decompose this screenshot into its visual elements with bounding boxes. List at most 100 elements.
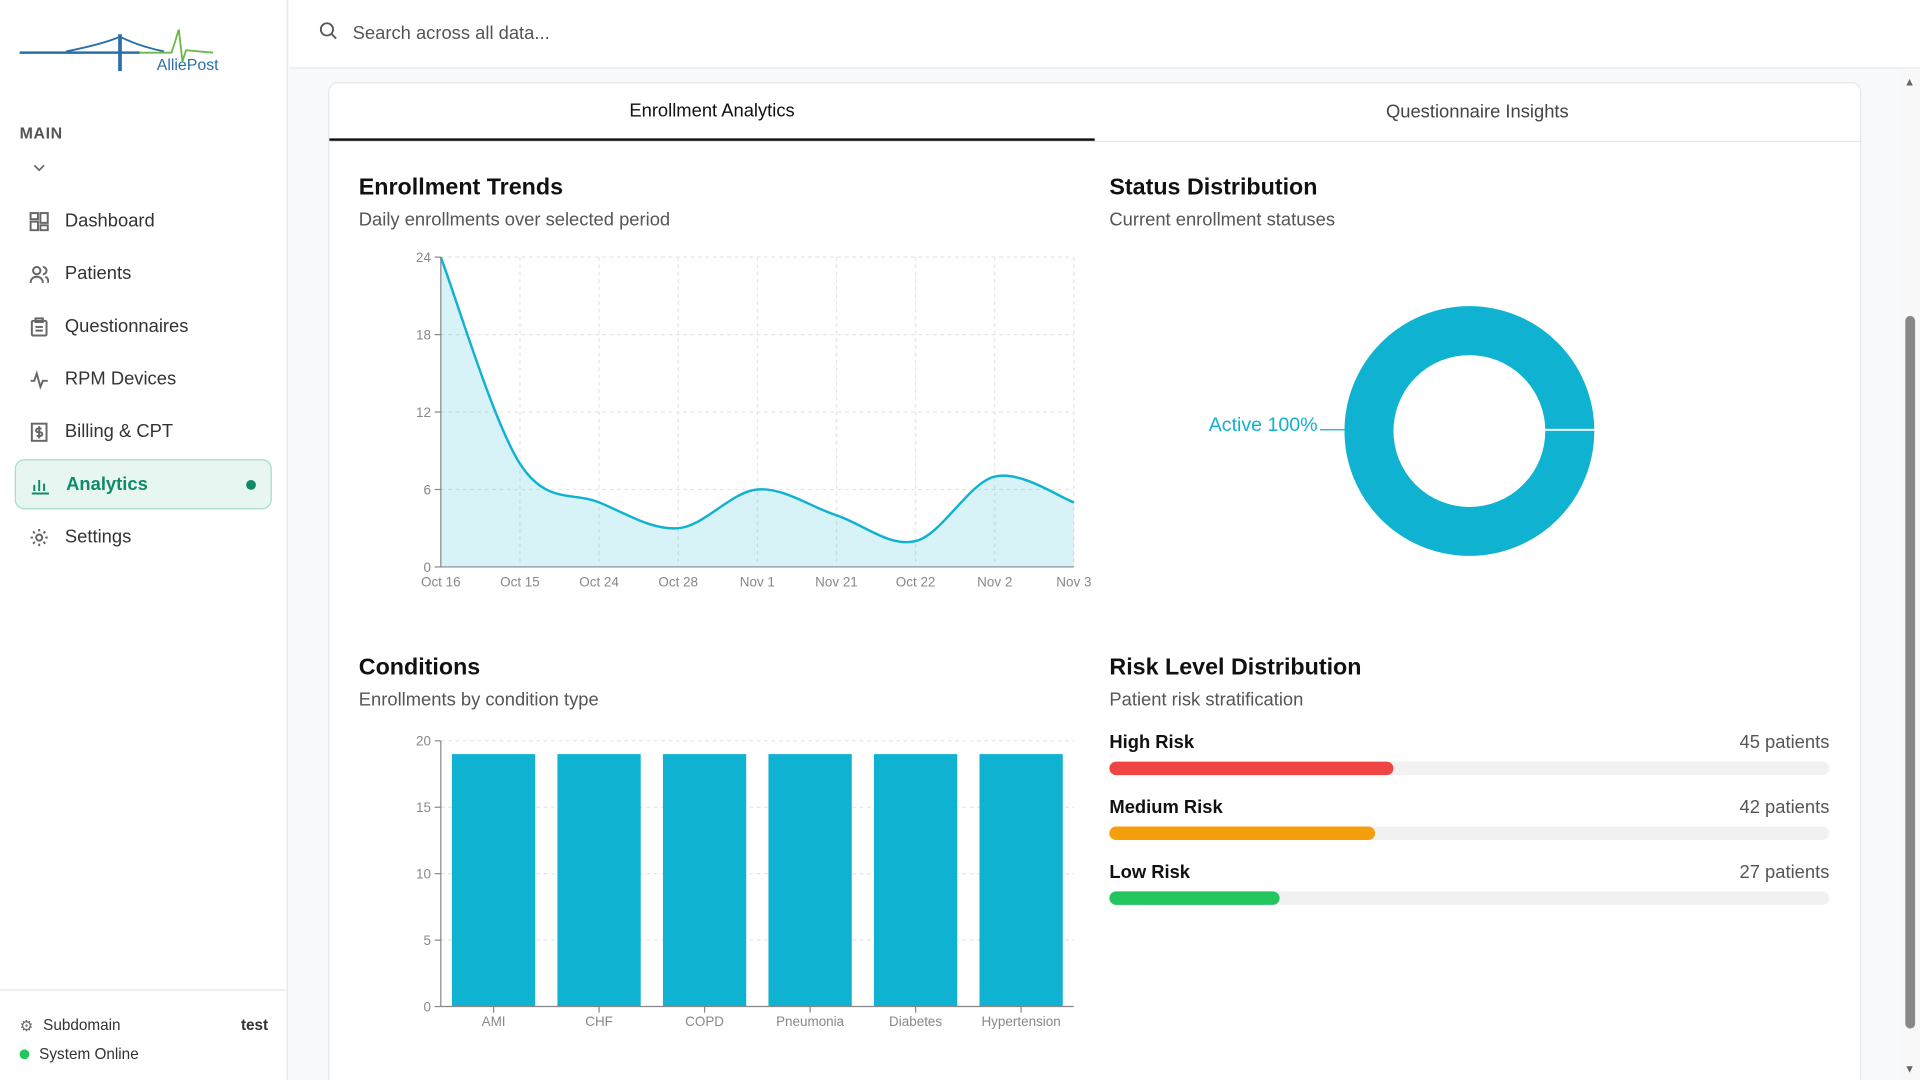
risk-bar-fill bbox=[1109, 826, 1375, 841]
subdomain-value: test bbox=[240, 1016, 269, 1034]
sidebar-item-label: Settings bbox=[64, 526, 132, 548]
sidebar-item-rpm-devices[interactable]: RPM Devices bbox=[15, 354, 272, 404]
bar-chf bbox=[557, 754, 641, 1007]
panel-title: Conditions bbox=[358, 655, 481, 681]
sidebar-item-label: Questionnaires bbox=[64, 315, 189, 337]
bar-hypertension bbox=[979, 754, 1063, 1007]
x-tick-label: Oct 28 bbox=[658, 575, 698, 590]
sidebar-item-questionnaires[interactable]: Questionnaires bbox=[15, 301, 272, 351]
sidebar-item-label: Billing & CPT bbox=[64, 421, 174, 443]
y-tick-label: 5 bbox=[424, 933, 431, 948]
clipboard-icon bbox=[30, 316, 48, 336]
bar-diabetes bbox=[873, 754, 958, 1007]
y-tick-label: 24 bbox=[416, 250, 431, 265]
system-status: System Online bbox=[39, 1045, 139, 1063]
risk-bar-fill bbox=[1109, 761, 1394, 776]
scrollbar[interactable]: ▲ ▼ bbox=[1900, 68, 1920, 1080]
series-line bbox=[439, 256, 1075, 544]
gear-icon: ⚙ bbox=[19, 1016, 34, 1035]
gear-icon bbox=[30, 528, 48, 546]
x-tick-label: Nov 1 bbox=[740, 575, 775, 590]
sidebar-item-settings[interactable]: Settings bbox=[15, 512, 272, 562]
panel-title: Enrollment Trends bbox=[358, 175, 564, 201]
bar-pneumonia bbox=[768, 754, 852, 1007]
search-input[interactable] bbox=[352, 23, 965, 45]
logo-text: AlliePost bbox=[157, 57, 219, 74]
risk-bar-track bbox=[1109, 826, 1830, 841]
y-tick-label: 10 bbox=[416, 867, 431, 882]
x-tick-label: Oct 22 bbox=[896, 575, 936, 590]
panel-subtitle: Enrollments by condition type bbox=[358, 689, 599, 711]
x-tick-label: Nov 3 bbox=[1056, 575, 1091, 590]
sidebar: AlliePost MAIN Dashboard Patients Question… bbox=[0, 0, 288, 1080]
sidebar-item-label: RPM Devices bbox=[64, 368, 177, 390]
risk-count: 45 patients bbox=[1739, 732, 1830, 754]
sidebar-item-label: Patients bbox=[64, 263, 132, 285]
section-label: MAIN bbox=[19, 123, 63, 143]
donut-slice-active bbox=[1344, 306, 1595, 556]
sidebar-item-patients[interactable]: Patients bbox=[15, 249, 272, 299]
bar-chart-icon bbox=[31, 479, 49, 494]
y-tick-label: 15 bbox=[416, 800, 431, 815]
x-tick-label: Pneumonia bbox=[776, 1014, 845, 1029]
active-indicator bbox=[246, 479, 256, 490]
risk-count: 42 patients bbox=[1739, 797, 1830, 818]
x-tick-label: Oct 24 bbox=[579, 575, 619, 590]
scrollbar-thumb[interactable] bbox=[1905, 315, 1916, 1029]
bar-ami bbox=[451, 754, 536, 1007]
panel-title: Status Distribution bbox=[1109, 175, 1318, 201]
risk-distribution-header: Risk Level Distribution Patient risk str… bbox=[1109, 655, 1361, 710]
sidebar-footer: ⚙ Subdomain test System Online bbox=[0, 989, 288, 1080]
bar-copd bbox=[662, 754, 747, 1007]
y-tick-label: 18 bbox=[416, 327, 431, 342]
panel-title: Risk Level Distribution bbox=[1109, 655, 1362, 681]
risk-label: High Risk bbox=[1109, 732, 1195, 754]
search-bar bbox=[288, 0, 1920, 69]
activity-icon bbox=[30, 369, 48, 389]
panel-subtitle: Daily enrollments over selected period bbox=[358, 209, 671, 231]
risk-bar-track bbox=[1109, 761, 1830, 776]
chevron-down-icon[interactable] bbox=[32, 159, 47, 181]
search-icon bbox=[318, 21, 338, 47]
x-tick-label: AMI bbox=[482, 1014, 506, 1029]
scroll-down-icon[interactable]: ▼ bbox=[1904, 1062, 1916, 1076]
risk-count: 27 patients bbox=[1739, 862, 1830, 883]
status-dot-icon bbox=[19, 1049, 30, 1060]
risk-label: Medium Risk bbox=[1109, 797, 1223, 818]
users-icon bbox=[29, 265, 49, 283]
x-tick-label: Nov 2 bbox=[977, 575, 1012, 590]
risk-bar-track bbox=[1109, 891, 1830, 905]
panel-subtitle: Patient risk stratification bbox=[1109, 689, 1304, 711]
logo: AlliePost bbox=[17, 29, 225, 79]
x-tick-label: Oct 16 bbox=[421, 575, 461, 590]
sidebar-item-label: Dashboard bbox=[64, 210, 155, 232]
tab-enrollment-analytics[interactable]: Enrollment Analytics bbox=[329, 83, 1095, 141]
panel-subtitle: Current enrollment statuses bbox=[1109, 209, 1336, 231]
scroll-up-icon[interactable]: ▲ bbox=[1904, 75, 1916, 89]
x-tick-label: COPD bbox=[685, 1014, 724, 1029]
slice-label: Active 100% bbox=[1209, 414, 1318, 436]
risk-bar-fill bbox=[1109, 891, 1280, 905]
subdomain-label: Subdomain bbox=[43, 1016, 121, 1034]
billing-icon bbox=[30, 422, 48, 442]
status-distribution-header: Status Distribution Current enrollment s… bbox=[1109, 175, 1335, 230]
x-tick-label: Hypertension bbox=[981, 1014, 1060, 1029]
x-tick-label: CHF bbox=[585, 1014, 613, 1029]
sidebar-item-billing-cpt[interactable]: Billing & CPT bbox=[15, 407, 272, 457]
sidebar-item-dashboard[interactable]: Dashboard bbox=[15, 196, 272, 246]
sidebar-nav: Dashboard Patients Questionnaires RPM Devic… bbox=[14, 196, 272, 565]
area-fill bbox=[440, 257, 1074, 567]
y-tick-label: 0 bbox=[424, 560, 431, 575]
y-tick-label: 20 bbox=[416, 734, 431, 749]
tab-questionnaire-insights[interactable]: Questionnaire Insights bbox=[1385, 101, 1569, 123]
x-tick-label: Oct 15 bbox=[500, 575, 540, 590]
risk-level-medium-risk: Medium Risk 42 patients bbox=[1109, 797, 1830, 841]
risk-level-high-risk: High Risk 45 patients bbox=[1109, 732, 1830, 776]
x-tick-label: Nov 21 bbox=[815, 575, 858, 590]
y-tick-label: 0 bbox=[424, 999, 431, 1014]
y-tick-label: 12 bbox=[416, 405, 431, 420]
x-tick-label: Diabetes bbox=[889, 1014, 942, 1029]
y-tick-label: 6 bbox=[424, 482, 431, 497]
sidebar-item-analytics[interactable]: Analytics bbox=[14, 459, 272, 510]
risk-label: Low Risk bbox=[1109, 862, 1191, 883]
